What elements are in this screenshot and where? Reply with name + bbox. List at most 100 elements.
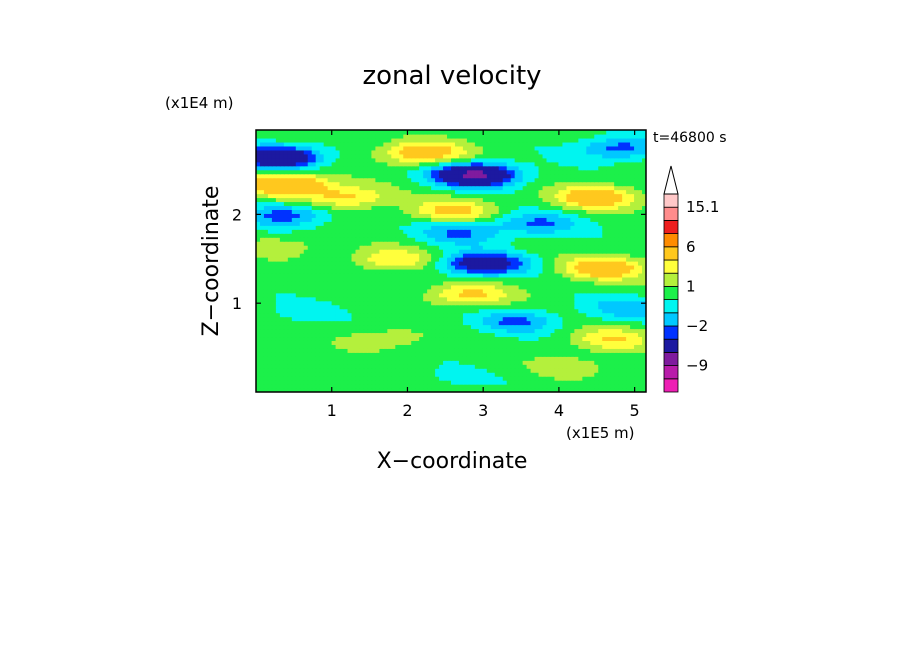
heat-cell bbox=[271, 284, 277, 290]
heat-cell bbox=[606, 213, 611, 218]
heat-cell bbox=[379, 360, 384, 365]
heat-cell bbox=[423, 336, 428, 341]
heat-cell bbox=[594, 249, 599, 254]
heat-cell bbox=[411, 189, 416, 195]
heat-cell bbox=[466, 356, 472, 361]
heat-cell bbox=[319, 209, 325, 214]
heat-cell bbox=[586, 340, 591, 345]
heat-cell bbox=[351, 344, 357, 349]
heat-cell bbox=[411, 360, 416, 365]
heat-cell bbox=[598, 324, 603, 330]
heat-cell bbox=[415, 380, 420, 385]
heat-cell bbox=[435, 193, 440, 199]
heat-cell bbox=[259, 237, 265, 242]
heat-cell bbox=[494, 344, 500, 349]
heat-cell bbox=[522, 272, 528, 278]
heat-cell bbox=[283, 221, 289, 226]
heat-cell bbox=[256, 201, 261, 207]
heat-cell bbox=[554, 316, 560, 322]
heat-cell bbox=[466, 372, 472, 377]
heat-cell bbox=[606, 304, 611, 310]
heat-cell bbox=[458, 209, 464, 214]
heat-cell bbox=[454, 193, 460, 199]
heat-cell bbox=[447, 205, 452, 210]
heat-cell bbox=[279, 312, 285, 318]
heat-cell bbox=[550, 261, 556, 266]
heat-cell bbox=[355, 280, 361, 286]
heat-cell bbox=[590, 364, 595, 369]
heat-cell bbox=[454, 316, 460, 322]
heat-cell bbox=[566, 344, 571, 349]
heat-cell bbox=[439, 324, 444, 330]
heat-cell bbox=[594, 209, 599, 214]
heat-cell bbox=[287, 268, 293, 274]
heat-cell bbox=[291, 388, 297, 392]
heat-cell bbox=[327, 336, 333, 341]
heat-cell bbox=[267, 213, 273, 218]
heat-cell bbox=[462, 300, 468, 306]
heat-cell bbox=[411, 249, 416, 254]
heat-cell bbox=[582, 372, 587, 377]
heat-cell bbox=[399, 280, 404, 286]
heat-cell bbox=[642, 388, 646, 392]
heat-cell bbox=[634, 300, 639, 306]
heat-cell bbox=[454, 276, 460, 282]
heat-cell bbox=[546, 352, 552, 357]
heat-cell bbox=[379, 253, 384, 258]
heat-cell bbox=[399, 276, 404, 282]
heat-cell bbox=[256, 384, 261, 389]
heat-cell bbox=[283, 336, 289, 341]
heat-cell bbox=[291, 225, 297, 230]
heat-cell bbox=[582, 249, 587, 254]
heat-cell bbox=[407, 292, 412, 298]
heat-cell bbox=[259, 217, 265, 222]
heat-cell bbox=[522, 296, 528, 302]
heat-cell bbox=[259, 280, 265, 286]
heat-cell bbox=[618, 268, 623, 274]
heat-cell bbox=[323, 300, 329, 306]
heat-cell bbox=[355, 384, 361, 389]
heat-cell bbox=[634, 201, 639, 207]
heat-cell bbox=[403, 268, 408, 274]
heat-cell bbox=[474, 280, 480, 286]
heat-cell bbox=[351, 312, 357, 318]
heat-cell bbox=[486, 320, 492, 326]
heat-cell bbox=[510, 328, 516, 334]
heat-cell bbox=[259, 348, 265, 353]
heat-cell bbox=[299, 249, 305, 254]
heat-cell bbox=[530, 348, 536, 353]
heat-cell bbox=[622, 245, 627, 250]
heat-cell bbox=[566, 233, 571, 238]
heat-cell bbox=[295, 324, 301, 330]
heat-cell bbox=[415, 336, 420, 341]
heat-cell bbox=[399, 225, 404, 230]
heat-cell bbox=[283, 189, 289, 195]
heat-cell bbox=[259, 213, 265, 218]
heat-cell bbox=[538, 372, 544, 377]
heat-cell bbox=[271, 229, 277, 234]
heat-cell bbox=[594, 237, 599, 242]
heat-cell bbox=[311, 292, 317, 298]
heat-cell bbox=[498, 296, 504, 302]
heat-cell bbox=[518, 249, 524, 254]
heat-cell bbox=[419, 225, 424, 230]
heat-cell bbox=[462, 324, 468, 330]
heat-cell bbox=[343, 364, 349, 369]
heat-cell bbox=[522, 380, 528, 385]
heat-cell bbox=[634, 308, 639, 314]
heat-cell bbox=[490, 332, 496, 338]
heat-cell bbox=[431, 249, 436, 254]
heat-cell bbox=[435, 213, 440, 218]
heat-cell bbox=[323, 257, 329, 262]
heat-cell bbox=[427, 280, 432, 286]
heat-cell bbox=[415, 376, 420, 381]
heat-cell bbox=[411, 193, 416, 199]
heat-cell bbox=[371, 296, 376, 302]
heat-cell bbox=[367, 328, 373, 334]
heat-cell bbox=[271, 233, 277, 238]
heat-cell bbox=[303, 213, 309, 218]
heat-cell bbox=[287, 344, 293, 349]
heat-cell bbox=[423, 316, 428, 322]
heat-cell bbox=[578, 241, 583, 246]
heat-cell bbox=[558, 340, 564, 345]
